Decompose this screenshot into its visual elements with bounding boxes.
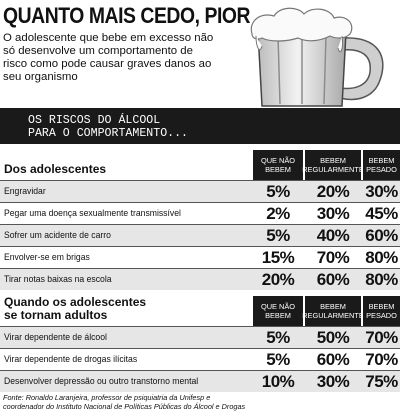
value-regular: 60%: [316, 270, 350, 289]
row-label: Tirar notas baixas na escola: [4, 273, 112, 284]
table-title: Dos adolescentes: [4, 163, 106, 176]
table-title: Quando os adolescentes se tornam adultos: [4, 296, 146, 322]
table-row: Virar dependente de álcool 5% 50% 70%: [0, 326, 400, 348]
value-regular: 30%: [316, 204, 350, 223]
column-header-no-drink: QUE NÃO BEBEM: [253, 296, 303, 326]
value-no-drink: 2%: [266, 204, 290, 223]
value-regular: 50%: [316, 328, 350, 347]
value-no-drink: 15%: [261, 248, 295, 267]
column-header-no-drink: QUE NÃO BEBEM: [253, 150, 303, 180]
value-heavy: 70%: [365, 328, 398, 347]
column-header-heavy: BEBEM PESADO: [363, 296, 400, 326]
table-header: Quando os adolescentes se tornam adultos…: [0, 296, 400, 326]
row-label: Virar dependente de álcool: [4, 331, 107, 342]
table-row: Sofrer um acidente de carro 5% 40% 60%: [0, 224, 400, 246]
value-no-drink: 5%: [266, 350, 290, 369]
value-no-drink: 5%: [266, 328, 290, 347]
table-row: Desenvolver depressão ou outro transtorn…: [0, 370, 400, 392]
source-note: Fonte: Ronaldo Laranjeira, professor de …: [3, 393, 245, 411]
banner-line-2: PARA O COMPORTAMENTO...: [28, 127, 189, 140]
row-label: Virar dependente de drogas ilícitas: [4, 353, 138, 364]
value-no-drink: 5%: [266, 182, 290, 201]
lede-paragraph: O adolescente que bebe em excesso não só…: [3, 32, 214, 83]
table-header: Dos adolescentes QUE NÃO BEBEM BEBEM REG…: [0, 150, 400, 180]
value-heavy: 60%: [365, 226, 398, 245]
value-no-drink: 5%: [266, 226, 290, 245]
source-line: coordenador do Instituto Nacional de Pol…: [3, 402, 246, 411]
adolescents-table: Dos adolescentes QUE NÃO BEBEM BEBEM REG…: [0, 150, 400, 290]
table-row: Pegar uma doença sexualmente transmissív…: [0, 202, 400, 224]
value-regular: 70%: [316, 248, 350, 267]
section-banner: OS RISCOS DO ÁLCOOL PARA O COMPORTAMENTO…: [0, 108, 400, 144]
value-no-drink: 10%: [261, 372, 295, 391]
row-label: Sofrer um acidente de carro: [4, 229, 111, 240]
headline: QUANTO MAIS CEDO, PIOR: [3, 3, 251, 28]
value-heavy: 30%: [365, 182, 398, 201]
value-regular: 30%: [316, 372, 350, 391]
row-label: Desenvolver depressão ou outro transtorn…: [4, 375, 199, 386]
source-line: Fonte: Ronaldo Laranjeira, professor de …: [3, 393, 211, 402]
table-title-line: Dos adolescentes: [4, 162, 107, 176]
table-row: Tirar notas baixas na escola 20% 60% 80%: [0, 268, 400, 290]
table-row: Envolver-se em brigas 15% 70% 80%: [0, 246, 400, 268]
value-heavy: 75%: [365, 372, 398, 391]
row-label: Envolver-se em brigas: [4, 251, 90, 262]
value-regular: 20%: [316, 182, 350, 201]
value-heavy: 80%: [365, 270, 398, 289]
value-no-drink: 20%: [261, 270, 295, 289]
table-row: Engravidar 5% 20% 30%: [0, 180, 400, 202]
column-header-heavy: BEBEM PESADO: [363, 150, 400, 180]
row-label: Pegar uma doença sexualmente transmissív…: [4, 207, 181, 218]
value-regular: 40%: [316, 226, 350, 245]
column-header-regular: BEBEM REGULARMENTE: [302, 150, 364, 180]
adults-table: Quando os adolescentes se tornam adultos…: [0, 296, 400, 392]
value-heavy: 70%: [365, 350, 398, 369]
value-heavy: 80%: [365, 248, 398, 267]
row-label: Engravidar: [4, 185, 46, 196]
value-heavy: 45%: [365, 204, 398, 223]
banner-line-1: OS RISCOS DO ÁLCOOL: [28, 114, 161, 127]
table-title-line: se tornam adultos: [4, 308, 108, 322]
beer-mug-icon: [250, 7, 384, 107]
table-row: Virar dependente de drogas ilícitas 5% 6…: [0, 348, 400, 370]
table-title-line: Quando os adolescentes: [4, 295, 147, 309]
value-regular: 60%: [316, 350, 350, 369]
column-header-regular: BEBEM REGULARMENTE: [302, 296, 364, 326]
